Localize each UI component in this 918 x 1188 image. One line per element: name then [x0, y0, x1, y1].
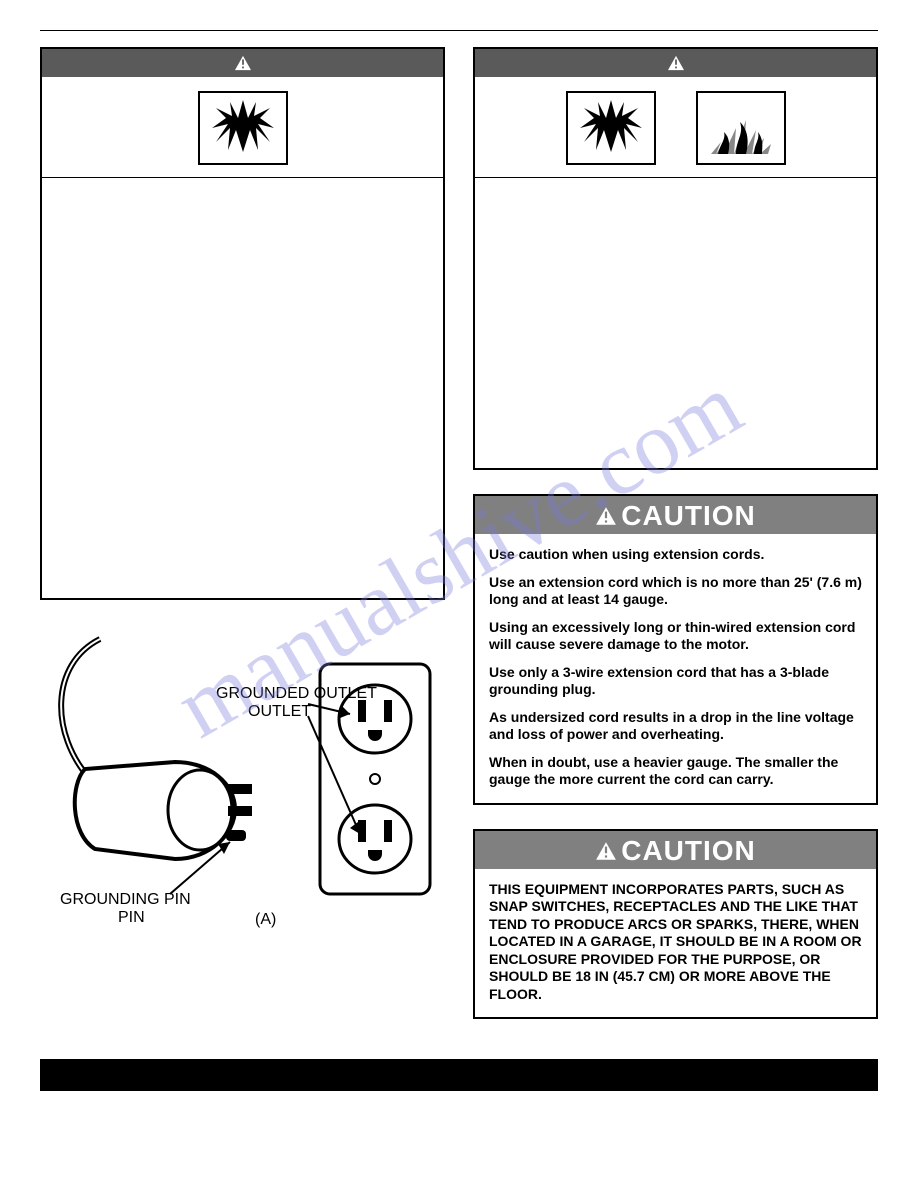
footer-bar	[40, 1059, 878, 1091]
warning-body-right	[475, 178, 876, 468]
caution1-p5: As undersized cord results in a drop in …	[489, 709, 862, 744]
right-column: CAUTION Use caution when using extension…	[473, 47, 878, 1019]
label-grounded-outlet: GROUNDED OUTLET	[216, 685, 377, 702]
explosion-icon	[208, 100, 278, 156]
warning-box-right	[473, 47, 878, 470]
warning-header	[42, 49, 443, 77]
explosion-icon-box	[566, 91, 656, 165]
warning-header	[475, 49, 876, 77]
label-grounding-pin: GROUNDING PIN	[60, 891, 191, 908]
svg-text:OUTLET: OUTLET	[248, 703, 311, 720]
caution-header: CAUTION	[475, 496, 876, 534]
left-column: GROUNDED OUTLET OUTLET GROUNDING PIN PIN…	[40, 47, 445, 1019]
caution1-p3: Using an excessively long or thin-wired …	[489, 619, 862, 654]
caution1-p4: Use only a 3-wire extension cord that ha…	[489, 664, 862, 699]
caution-body-cords: Use caution when using extension cords. …	[475, 534, 876, 803]
page: manualshive.com	[0, 0, 918, 1111]
caution-label: CAUTION	[621, 500, 756, 532]
fire-icon	[706, 100, 776, 156]
caution1-p2: Use an extension cord which is no more t…	[489, 574, 862, 609]
fire-icon-box	[696, 91, 786, 165]
caution1-p1: Use caution when using extension cords.	[489, 546, 862, 564]
alert-icon	[595, 841, 617, 861]
caution-box-cords: CAUTION Use caution when using extension…	[473, 494, 878, 805]
caution-body-arcs: THIS EQUIPMENT INCORPORATES PARTS, SUCH …	[475, 869, 876, 1018]
alert-icon	[234, 55, 252, 71]
svg-text:PIN: PIN	[118, 909, 145, 926]
top-rule	[40, 30, 878, 31]
alert-icon	[667, 55, 685, 71]
warning-body-left	[42, 178, 443, 598]
caution-box-arcs: CAUTION THIS EQUIPMENT INCORPORATES PART…	[473, 829, 878, 1020]
caution-label: CAUTION	[621, 835, 756, 867]
hazard-row	[475, 77, 876, 178]
grounding-diagram: GROUNDED OUTLET OUTLET GROUNDING PIN PIN…	[40, 634, 445, 944]
caution-header: CAUTION	[475, 831, 876, 869]
hazard-row	[42, 77, 443, 178]
caution1-p6: When in doubt, use a heavier gauge. The …	[489, 754, 862, 789]
explosion-icon	[576, 100, 646, 156]
content-columns: GROUNDED OUTLET OUTLET GROUNDING PIN PIN…	[40, 47, 878, 1019]
label-a: (A)	[255, 911, 276, 928]
caution2-p1: THIS EQUIPMENT INCORPORATES PARTS, SUCH …	[489, 881, 862, 1004]
alert-icon	[595, 506, 617, 526]
explosion-icon-box	[198, 91, 288, 165]
warning-box-left	[40, 47, 445, 600]
